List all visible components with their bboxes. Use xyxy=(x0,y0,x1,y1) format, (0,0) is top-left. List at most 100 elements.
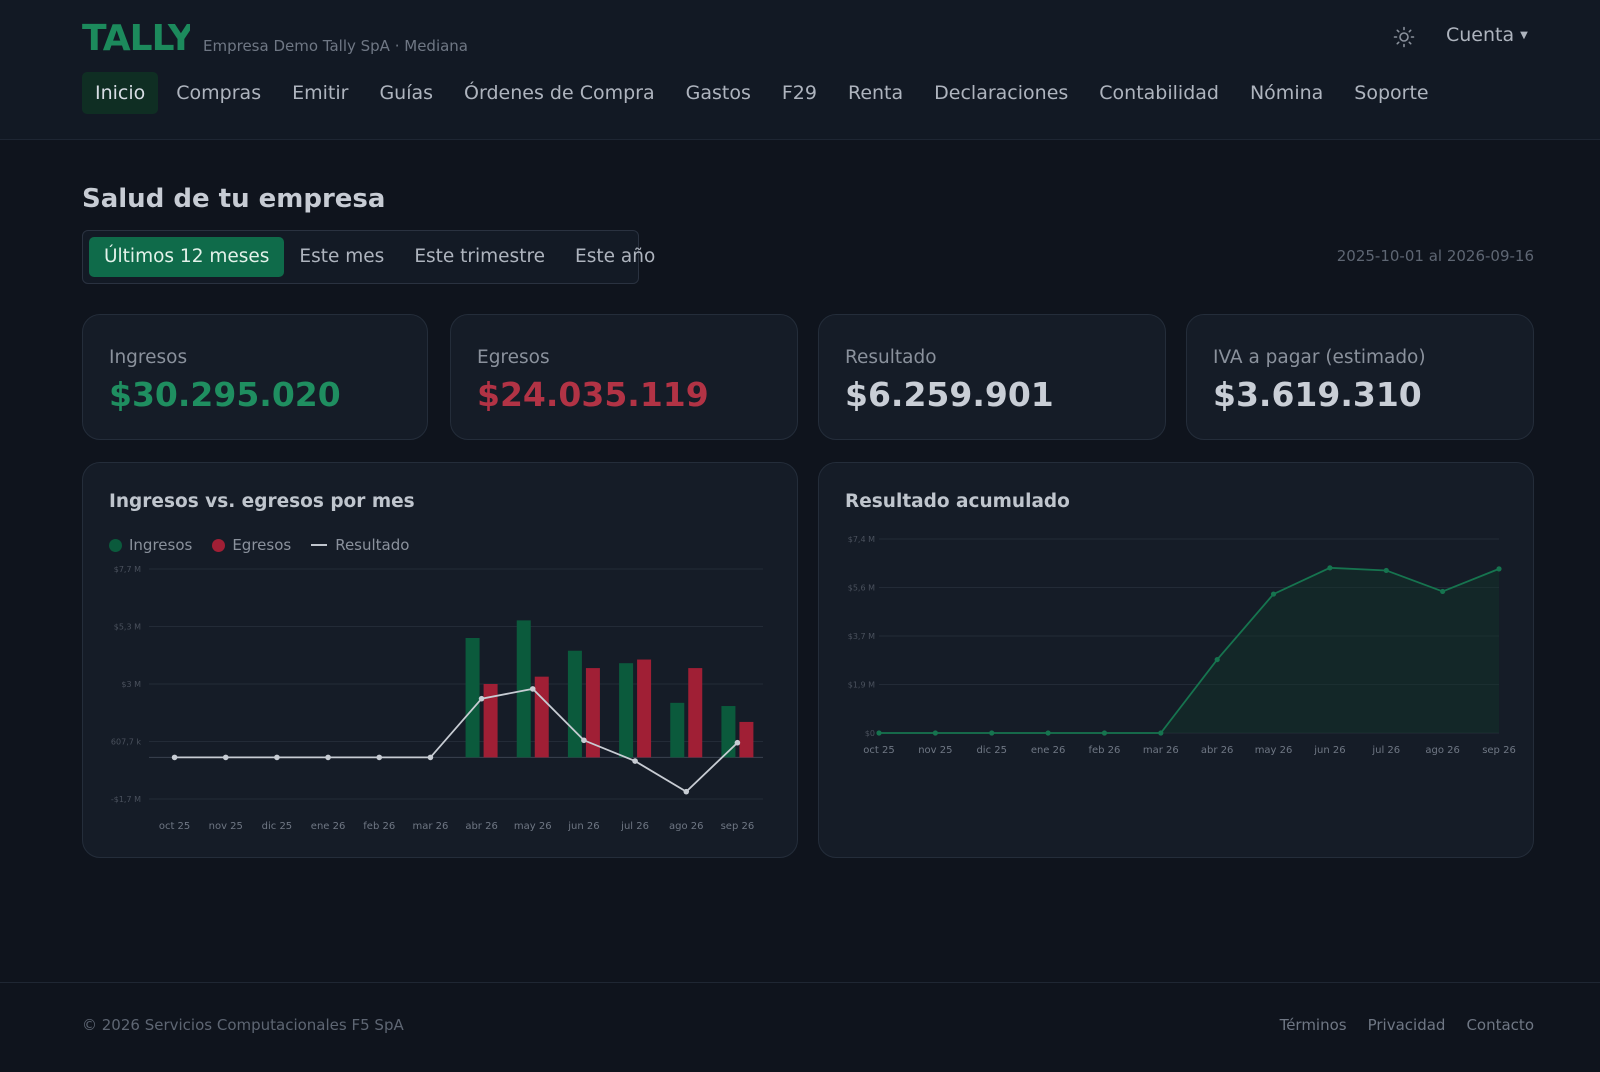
page-title: Salud de tu empresa xyxy=(82,184,386,214)
nav-item-emitir[interactable]: Emitir xyxy=(292,82,349,104)
cumulative-result-chart-card: Resultado acumulado $7,4 M $5,6 M $3,7 M $1… xyxy=(818,462,1534,858)
x-tick-label: may 26 xyxy=(1255,745,1293,756)
kpi-label: IVA a pagar (estimado) xyxy=(1213,347,1426,368)
bar-ingresos xyxy=(721,706,736,758)
tally-logo[interactable]: TALLY xyxy=(82,18,190,54)
nav-item-gastos[interactable]: Gastos xyxy=(685,82,751,104)
x-tick-label: jul 26 xyxy=(1371,745,1400,756)
footer-link-privacidad[interactable]: Privacidad xyxy=(1367,1016,1446,1034)
company-name: Empresa Demo Tally SpA · Mediana xyxy=(203,37,468,55)
x-tick-label: ago 26 xyxy=(669,821,704,832)
period-tab-1[interactable]: Este mes xyxy=(299,246,385,267)
point-resultado-acumulado xyxy=(1158,730,1164,736)
period-selector: Últimos 12 meses Este mes Este trimestre Es… xyxy=(82,230,655,284)
y-tick-label: $3 M xyxy=(121,680,141,689)
point-resultado xyxy=(632,758,638,764)
date-range: 2025-10-01 al 2026-09-16 xyxy=(1336,247,1534,265)
legend-item-egresos[interactable]: Egresos xyxy=(212,536,291,554)
y-tick-label: $3,7 M xyxy=(848,632,875,641)
legend-label: Egresos xyxy=(232,536,292,554)
footer-link-contacto[interactable]: Contacto xyxy=(1466,1016,1534,1034)
x-tick-label: ene 26 xyxy=(1031,745,1066,756)
x-tick-label: nov 25 xyxy=(209,821,243,832)
nav-item-compras[interactable]: Compras xyxy=(176,82,262,104)
bar-egresos xyxy=(483,684,498,758)
point-resultado-acumulado xyxy=(1270,591,1277,597)
legend-item-ingresos[interactable]: Ingresos xyxy=(109,536,192,554)
bar-ingresos xyxy=(670,702,685,758)
copyright: © 2026 Servicios Computacionales F5 SpA xyxy=(82,1016,404,1034)
point-resultado xyxy=(478,695,485,702)
period-tab-0[interactable]: Últimos 12 meses xyxy=(89,237,285,277)
bar-egresos xyxy=(534,676,549,758)
x-tick-label: may 26 xyxy=(514,821,552,832)
legend-swatch xyxy=(109,538,122,552)
x-tick-label: mar 26 xyxy=(1143,745,1179,756)
kpi-value: $3.619.310 xyxy=(1213,375,1422,414)
x-tick-label: mar 26 xyxy=(412,821,448,832)
chart-legend: Ingresos Egresos Resultado xyxy=(109,536,429,554)
point-resultado xyxy=(376,754,383,761)
kpi-card-ingresos: Ingresos $30.295.020 xyxy=(82,314,428,440)
kpi-label: Resultado xyxy=(845,347,937,368)
kpi-label: Egresos xyxy=(477,347,550,368)
y-tick-label: $0 xyxy=(865,729,875,738)
bar-ingresos xyxy=(619,663,634,758)
legend-swatch xyxy=(212,538,226,552)
theme-toggle-button[interactable] xyxy=(1392,25,1416,49)
cumulative-result-chart: $7,4 M $5,6 M $3,7 M $1,9 M $0 oct 25 nov 25 di… xyxy=(848,535,1516,756)
nav-item-declaraciones[interactable]: Declaraciones xyxy=(934,82,1069,104)
kpi-card-resultado: Resultado $6.259.901 xyxy=(818,314,1166,440)
period-tab-2[interactable]: Este trimestre xyxy=(414,246,546,267)
nav-item-nomina[interactable]: Nómina xyxy=(1249,82,1324,104)
account-menu-button[interactable]: Cuenta ▼ xyxy=(1446,24,1528,46)
footer: © 2026 Servicios Computacionales F5 SpA … xyxy=(0,982,1600,1072)
point-resultado-acumulado xyxy=(1496,566,1502,572)
kpi-card-egresos: Egresos $24.035.119 xyxy=(450,314,798,440)
point-resultado-acumulado xyxy=(876,730,882,736)
x-tick-label: jun 26 xyxy=(567,821,599,832)
nav-item-f29[interactable]: F29 xyxy=(781,82,817,104)
legend-item-resultado[interactable]: Resultado xyxy=(311,536,409,554)
x-tick-label: oct 25 xyxy=(159,821,190,832)
point-resultado xyxy=(325,754,331,761)
point-resultado-acumulado xyxy=(1045,730,1051,736)
y-tick-label: $1,9 M xyxy=(848,681,875,690)
kpi-value: $30.295.020 xyxy=(109,375,341,414)
income-expense-chart: $7,7 M $5,3 M $3 M 607,7 k -$1,7 M oct 25 nov … xyxy=(111,565,763,832)
x-tick-label: abr 26 xyxy=(1201,745,1234,756)
nav-item-soporte[interactable]: Soporte xyxy=(1354,82,1429,104)
income-expense-chart-card: Ingresos vs. egresos por mes Ingresos Eg… xyxy=(82,462,798,858)
x-tick-label: dic 25 xyxy=(976,745,1007,756)
footer-link-terminos[interactable]: Términos xyxy=(1279,1016,1347,1034)
point-resultado-acumulado xyxy=(932,730,938,736)
x-tick-label: nov 25 xyxy=(918,745,952,756)
main-nav: Inicio Compras Emitir Guías Órdenes de Compr… xyxy=(82,72,1447,114)
x-tick-label: sep 26 xyxy=(721,821,755,832)
x-tick-label: ene 26 xyxy=(311,821,346,832)
top-header: TALLY Empresa Demo Tally SpA · Mediana C… xyxy=(0,0,1600,140)
point-resultado xyxy=(529,686,536,692)
period-tab-3[interactable]: Este año xyxy=(575,246,656,267)
point-resultado xyxy=(734,739,741,746)
point-resultado-acumulado xyxy=(1101,730,1108,736)
point-resultado xyxy=(427,754,434,761)
line-resultado-acumulado xyxy=(879,566,1500,734)
caret-down-icon: ▼ xyxy=(1520,29,1528,41)
nav-item-guias[interactable]: Guías xyxy=(379,82,434,104)
x-tick-label: jun 26 xyxy=(1313,745,1345,756)
point-resultado-acumulado xyxy=(1327,565,1333,571)
nav-item-ordenes-de-compra[interactable]: Órdenes de Compra xyxy=(464,82,655,104)
point-resultado xyxy=(581,737,587,744)
y-tick-label: $5,3 M xyxy=(114,623,141,632)
nav-item-inicio[interactable]: Inicio xyxy=(82,72,159,114)
x-tick-label: sep 26 xyxy=(1482,745,1516,756)
kpi-value: $24.035.119 xyxy=(477,375,709,414)
point-resultado xyxy=(683,788,690,795)
area-fill xyxy=(879,567,1499,733)
nav-item-contabilidad[interactable]: Contabilidad xyxy=(1099,82,1219,104)
nav-item-renta[interactable]: Renta xyxy=(847,82,904,104)
y-tick-label: -$1,7 M xyxy=(111,795,141,804)
bar-ingresos xyxy=(567,650,582,758)
point-resultado xyxy=(171,754,178,761)
